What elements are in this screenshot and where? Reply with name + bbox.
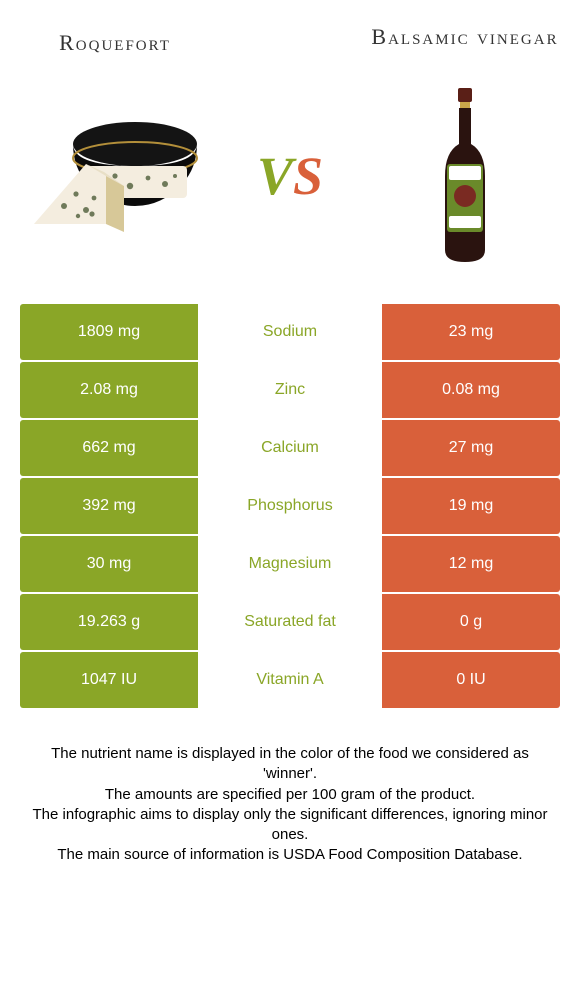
cell-left-value: 1047 IU <box>20 652 198 708</box>
infographic-container: Roquefort Balsamic vinegar <box>0 0 580 896</box>
image-left <box>20 76 210 276</box>
cell-nutrient-label: Calcium <box>198 420 382 476</box>
table-row: 2.08 mgZinc0.08 mg <box>20 362 560 418</box>
footer-line-2: The amounts are specified per 100 gram o… <box>30 785 550 805</box>
balsamic-bottle-icon <box>430 86 500 266</box>
cell-left-value: 1809 mg <box>20 304 198 360</box>
cell-nutrient-label: Zinc <box>198 362 382 418</box>
cell-right-value: 27 mg <box>382 420 560 476</box>
footer-line-4: The main source of information is USDA F… <box>30 845 550 865</box>
cell-right-value: 0 g <box>382 594 560 650</box>
footer-line-1: The nutrient name is displayed in the co… <box>30 744 550 785</box>
cell-right-value: 19 mg <box>382 478 560 534</box>
roquefort-icon <box>20 106 210 246</box>
table-row: 19.263 gSaturated fat0 g <box>20 594 560 650</box>
table-row: 662 mgCalcium27 mg <box>20 420 560 476</box>
cell-left-value: 2.08 mg <box>20 362 198 418</box>
cell-left-value: 662 mg <box>20 420 198 476</box>
cell-nutrient-label: Phosphorus <box>198 478 382 534</box>
title-right: Balsamic vinegar <box>370 24 560 50</box>
cell-right-value: 0 IU <box>382 652 560 708</box>
cell-left-value: 19.263 g <box>20 594 198 650</box>
footer-notes: The nutrient name is displayed in the co… <box>20 744 560 866</box>
images-row: VS <box>20 76 560 276</box>
cell-nutrient-label: Magnesium <box>198 536 382 592</box>
footer-line-3: The infographic aims to display only the… <box>30 805 550 846</box>
table-row: 392 mgPhosphorus19 mg <box>20 478 560 534</box>
cell-right-value: 0.08 mg <box>382 362 560 418</box>
table-row: 1047 IUVitamin A0 IU <box>20 652 560 708</box>
cell-left-value: 30 mg <box>20 536 198 592</box>
cell-left-value: 392 mg <box>20 478 198 534</box>
vs-label: VS <box>210 145 370 207</box>
header-row: Roquefort Balsamic vinegar <box>20 30 560 56</box>
cell-right-value: 12 mg <box>382 536 560 592</box>
cell-nutrient-label: Sodium <box>198 304 382 360</box>
vs-s: S <box>293 146 323 206</box>
vs-v: V <box>257 146 293 206</box>
image-right <box>370 76 560 276</box>
table-row: 1809 mgSodium23 mg <box>20 304 560 360</box>
cell-nutrient-label: Vitamin A <box>198 652 382 708</box>
table-row: 30 mgMagnesium12 mg <box>20 536 560 592</box>
cell-right-value: 23 mg <box>382 304 560 360</box>
cell-nutrient-label: Saturated fat <box>198 594 382 650</box>
title-left: Roquefort <box>20 30 210 56</box>
comparison-table: 1809 mgSodium23 mg2.08 mgZinc0.08 mg662 … <box>20 304 560 708</box>
